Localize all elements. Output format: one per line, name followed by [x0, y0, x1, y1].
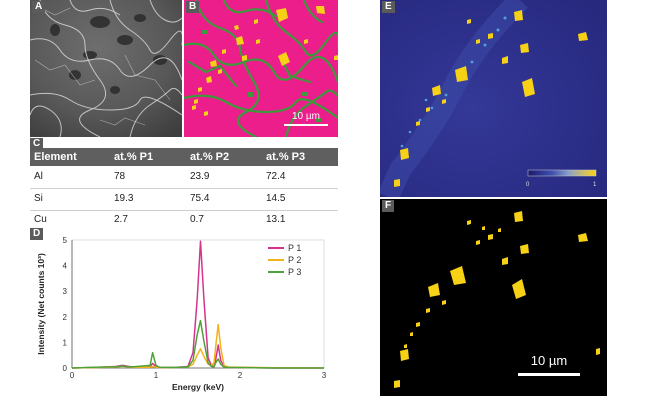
spectrum-chart: 0 1 2 3 4 5 0 1 2 3 P 1 P 2 P 3 Energy (keV) Inten…: [36, 236, 327, 392]
table-header-p2: at.% P2: [190, 151, 230, 163]
y-tick-label: 0: [63, 364, 68, 373]
y-tick-label: 3: [63, 287, 68, 296]
x-tick-label: 1: [154, 371, 159, 380]
table-header-element: Element: [34, 151, 77, 163]
panel-d-label: D: [30, 228, 44, 240]
colorbar-max-label: 1: [593, 182, 597, 188]
intensity-map-image: 0 1: [380, 0, 607, 197]
chart-axes: [71, 239, 325, 369]
panel-f-label: F: [382, 200, 395, 212]
panel-c-label: C: [30, 138, 44, 150]
panel-b-label: B: [186, 1, 200, 13]
panel-b-scale-bar: [284, 124, 328, 126]
table-divider: [30, 210, 338, 211]
chart-legend: P 1 P 2 P 3: [268, 243, 301, 277]
series-lines: [71, 240, 325, 369]
panel-f-particle-map: F 10 µm: [380, 199, 607, 396]
table-cell-p1: 2.7: [114, 214, 128, 225]
table-header-row: Element at.% P1 at.% P2 at.% P3: [30, 148, 338, 166]
y-tick-labels: 0 1 2 3 4 5: [63, 236, 68, 373]
panel-e-label: E: [382, 1, 395, 13]
panel-b-phase-map: B: [184, 0, 338, 137]
y-axis-label: Intensity (Net counts 10³): [36, 253, 46, 355]
table-cell-element: Cu: [34, 214, 47, 225]
table-cell-p1: 19.3: [114, 193, 134, 204]
sem-texture: [30, 0, 182, 137]
table-cell-p2: 0.7: [190, 214, 204, 225]
legend-label: P 2: [288, 255, 301, 265]
table-cell-p1: 78: [114, 171, 126, 182]
panel-e-intensity-map: E: [380, 0, 607, 197]
x-tick-label: 0: [70, 371, 75, 380]
y-tick-label: 2: [63, 313, 68, 322]
particle-map-image: 10 µm: [394, 211, 600, 388]
panel-f-scale-bar: [518, 373, 580, 376]
colorbar: [527, 169, 597, 177]
table-cell-p3: 14.5: [266, 193, 286, 204]
table-row: Cu 2.7 0.7 13.1: [30, 210, 338, 230]
panel-b-scale-label: 10 µm: [292, 111, 320, 122]
series-line-3: [71, 319, 324, 369]
legend-label: P 1: [288, 243, 301, 253]
y-tick-label: 4: [63, 262, 68, 271]
phase-map-image: 10 µm: [184, 0, 338, 137]
x-tick-label: 3: [322, 371, 327, 380]
panel-d-spectrum: D 0 1 2 3 4 5 0 1 2 3 P 1 P 2 P 3 Energy (keV) Int…: [30, 228, 342, 398]
table-header-p3: at.% P3: [266, 151, 306, 163]
table-divider: [30, 188, 338, 189]
table-cell-p3: 72.4: [266, 171, 286, 182]
panel-a-sem-image: A: [30, 0, 182, 137]
plot-area: [71, 239, 325, 369]
colorbar-min-label: 0: [526, 182, 530, 188]
table-cell-p3: 13.1: [266, 214, 286, 225]
table-cell-element: Al: [34, 171, 43, 182]
x-axis-label: Energy (keV): [172, 382, 224, 392]
panel-f-scale-label: 10 µm: [531, 353, 567, 368]
table-row: Si 19.3 75.4 14.5: [30, 189, 338, 209]
y-tick-label: 1: [63, 338, 68, 347]
panel-c-table: C Element at.% P1 at.% P2 at.% P3 Al 78 …: [30, 138, 338, 230]
table-row: Al 78 23.9 72.4: [30, 167, 338, 187]
table-cell-p2: 23.9: [190, 171, 210, 182]
table-header-p1: at.% P1: [114, 151, 154, 163]
panel-a-label: A: [32, 1, 46, 13]
table-cell-element: Si: [34, 193, 43, 204]
legend-label: P 3: [288, 267, 301, 277]
table-cell-p2: 75.4: [190, 193, 210, 204]
y-tick-label: 5: [63, 236, 68, 245]
x-tick-labels: 0 1 2 3: [70, 371, 327, 380]
x-tick-label: 2: [238, 371, 243, 380]
